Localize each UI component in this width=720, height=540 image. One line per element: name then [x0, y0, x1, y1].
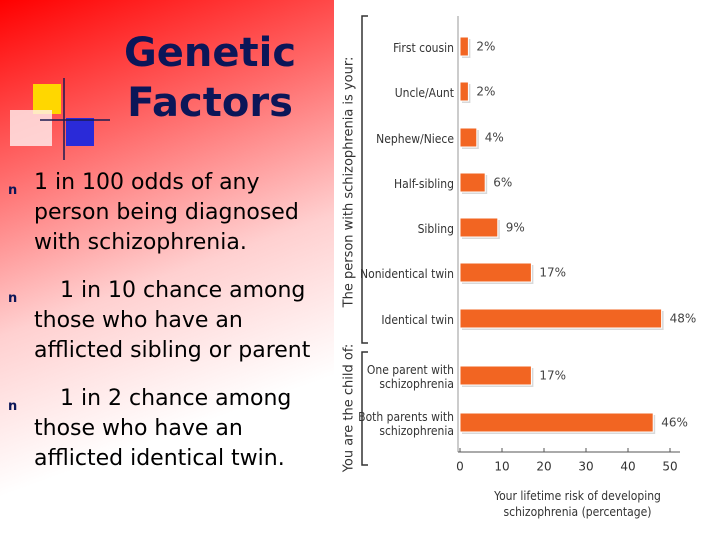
category-label: Sibling [417, 222, 454, 236]
deco-square [66, 118, 94, 146]
bar [459, 127, 478, 148]
bullet-text: 1 in 2 chance among those who have an af… [34, 386, 292, 471]
x-axis-label-box: Your lifetime risk of developing schizop… [494, 489, 661, 519]
value-label: 17% [539, 266, 566, 280]
value-label: 48% [670, 312, 697, 326]
category-label: Identical twin [381, 313, 454, 327]
bullet-text: 1 in 100 odds of any person being diagno… [34, 170, 299, 255]
slide-title: Genetic Factors [123, 30, 297, 126]
bullet: n 1 in 100 odds of any person being diag… [4, 168, 334, 258]
bullet-text: 1 in 10 chance among those who have an a… [34, 278, 311, 363]
category-label: One parent with schizophrenia [366, 363, 454, 391]
bar [459, 365, 532, 386]
value-label: 4% [485, 131, 504, 145]
group-label: You are the child of: [342, 344, 357, 474]
value-label: 2% [476, 40, 495, 54]
category-label-box: Identical twin [381, 313, 454, 327]
category-label-box: Sibling [417, 222, 454, 236]
value-label: 6% [493, 176, 512, 190]
bar [459, 172, 486, 193]
deco-square [33, 84, 61, 114]
bracket [361, 15, 368, 344]
bullet-marker: n [8, 399, 18, 414]
bar [459, 217, 499, 238]
bar [459, 36, 469, 57]
category-label-box: Both parents with schizophrenia [358, 410, 454, 438]
group-label: The person with schizophrenia is your: [342, 57, 357, 309]
category-label: Half-sibling [394, 177, 454, 191]
category-label-box: Nephew/Niece [376, 132, 454, 146]
category-label-box: Half-sibling [394, 177, 454, 191]
bullet-marker: n [8, 291, 18, 306]
category-label: Nephew/Niece [376, 132, 454, 146]
category-label-box: Nonidentical twin [360, 267, 454, 281]
bar [459, 81, 469, 102]
bullet: n 1 in 2 chance among those who have an … [4, 384, 334, 474]
x-tick-label: 30 [578, 460, 593, 474]
category-label: Nonidentical twin [360, 267, 454, 281]
bar [459, 262, 532, 283]
x-axis-label: Your lifetime risk of developing schizop… [494, 489, 661, 519]
x-tick-label: 0 [456, 460, 464, 474]
x-tick-label: 50 [662, 460, 677, 474]
value-label: 9% [506, 221, 525, 235]
category-label-box: One parent with schizophrenia [366, 363, 454, 391]
value-label: 2% [476, 85, 495, 99]
x-tick-label: 40 [620, 460, 635, 474]
category-label-box: Uncle/Aunt [394, 86, 454, 100]
category-label: First cousin [393, 41, 454, 55]
bullet: n 1 in 10 chance among those who have an… [4, 276, 334, 366]
x-tick-label: 10 [494, 460, 509, 474]
bar [459, 308, 663, 329]
category-label: Both parents with schizophrenia [358, 410, 454, 438]
value-label: 46% [661, 416, 688, 430]
bar [459, 412, 654, 433]
deco-square [10, 110, 52, 146]
bracket [361, 351, 368, 466]
category-label: Uncle/Aunt [394, 86, 454, 100]
x-tick-label: 20 [536, 460, 551, 474]
bullet-marker: n [8, 183, 18, 198]
value-label: 17% [539, 369, 566, 383]
category-label-box: First cousin [393, 41, 454, 55]
